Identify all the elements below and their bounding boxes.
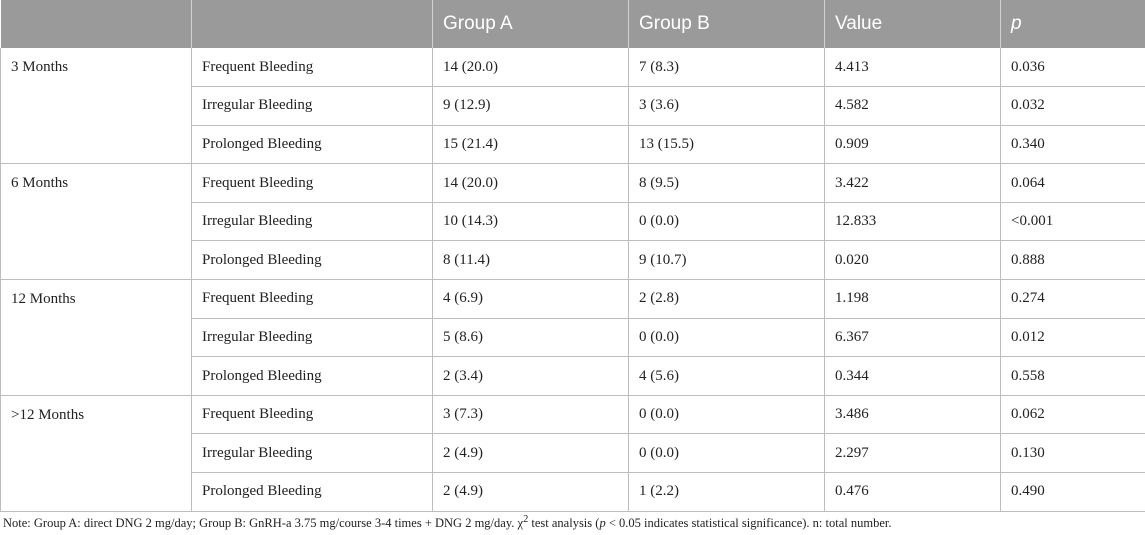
group-a-cell: 5 (8.6) bbox=[432, 318, 629, 358]
group-a-cell: 8 (11.4) bbox=[432, 240, 629, 281]
outcome-cell: Prolonged Bleeding bbox=[191, 356, 433, 396]
p-cell: <0.001 bbox=[1000, 202, 1145, 242]
value-cell: 12.833 bbox=[824, 202, 1001, 242]
p-cell: 0.888 bbox=[1000, 240, 1145, 281]
group-b-cell: 0 (0.0) bbox=[628, 395, 825, 435]
note-text-3: < 0.05 indicates statistical significanc… bbox=[605, 516, 892, 531]
p-cell: 0.064 bbox=[1000, 163, 1145, 203]
value-cell: 4.582 bbox=[824, 86, 1001, 126]
value-cell: 1.198 bbox=[824, 279, 1001, 319]
outcome-cell: Irregular Bleeding bbox=[191, 433, 433, 474]
table-row: Prolonged Bleeding 8 (11.4) 9 (10.7) 0.0… bbox=[1, 240, 1145, 281]
group-b-cell: 4 (5.6) bbox=[628, 356, 825, 396]
outcome-cell: Frequent Bleeding bbox=[191, 279, 433, 319]
table-row: Irregular Bleeding 2 (4.9) 0 (0.0) 2.297… bbox=[1, 433, 1145, 474]
table-row: Prolonged Bleeding 15 (21.4) 13 (15.5) 0… bbox=[1, 125, 1145, 165]
table-row: Irregular Bleeding 10 (14.3) 0 (0.0) 12.… bbox=[1, 202, 1145, 242]
group-b-cell: 3 (3.6) bbox=[628, 86, 825, 126]
p-cell: 0.012 bbox=[1000, 318, 1145, 358]
outcome-cell: Frequent Bleeding bbox=[191, 163, 433, 203]
p-cell: 0.490 bbox=[1000, 472, 1145, 512]
header-group-b: Group B bbox=[628, 0, 825, 48]
p-cell: 0.036 bbox=[1000, 48, 1145, 88]
table-row: Prolonged Bleeding 2 (4.9) 1 (2.2) 0.476… bbox=[1, 472, 1145, 512]
value-cell: 2.297 bbox=[824, 433, 1001, 474]
group-b-cell: 1 (2.2) bbox=[628, 472, 825, 512]
note-text-1: Note: Group A: direct DNG 2 mg/day; Grou… bbox=[3, 516, 524, 531]
group-a-cell: 10 (14.3) bbox=[432, 202, 629, 242]
table-row: Prolonged Bleeding 2 (3.4) 4 (5.6) 0.344… bbox=[1, 356, 1145, 396]
table-row: >12 Months Frequent Bleeding 3 (7.3) 0 (… bbox=[0, 395, 1145, 512]
table-row: 12 Months Frequent Bleeding 4 (6.9) 2 (2… bbox=[0, 279, 1145, 396]
outcome-cell: Irregular Bleeding bbox=[191, 318, 433, 358]
header-p: p bbox=[1000, 0, 1145, 48]
group-b-cell: 0 (0.0) bbox=[628, 202, 825, 242]
header-value: Value bbox=[824, 0, 1001, 48]
table-footnote: Note: Group A: direct DNG 2 mg/day; Grou… bbox=[3, 514, 892, 531]
outcome-cell: Prolonged Bleeding bbox=[191, 125, 433, 165]
group-b-cell: 13 (15.5) bbox=[628, 125, 825, 165]
period-cell: >12 Months bbox=[0, 395, 192, 512]
value-cell: 0.476 bbox=[824, 472, 1001, 512]
note-superscript: 2 bbox=[523, 514, 529, 525]
header-group-a: Group A bbox=[432, 0, 629, 48]
table-header-row: Group A Group B Value p bbox=[0, 0, 1145, 48]
group-a-cell: 2 (4.9) bbox=[432, 433, 629, 474]
group-b-cell: 8 (9.5) bbox=[628, 163, 825, 203]
value-cell: 0.909 bbox=[824, 125, 1001, 165]
p-cell: 0.130 bbox=[1000, 433, 1145, 474]
note-p-italic: p bbox=[599, 516, 606, 531]
outcome-cell: Irregular Bleeding bbox=[191, 86, 433, 126]
note-text-2: test analysis ( bbox=[528, 516, 600, 531]
table-row: 6 Months Frequent Bleeding 14 (20.0) 8 (… bbox=[0, 163, 1145, 281]
table-row: 3 Months Frequent Bleeding 14 (20.0) 7 (… bbox=[0, 48, 1145, 165]
group-b-cell: 2 (2.8) bbox=[628, 279, 825, 319]
group-a-cell: 14 (20.0) bbox=[432, 163, 629, 203]
header-outcome bbox=[191, 0, 433, 48]
p-cell: 0.558 bbox=[1000, 356, 1145, 396]
p-cell: 0.274 bbox=[1000, 279, 1145, 319]
group-b-cell: 0 (0.0) bbox=[628, 318, 825, 358]
group-a-cell: 3 (7.3) bbox=[432, 395, 629, 435]
group-b-cell: 0 (0.0) bbox=[628, 433, 825, 474]
value-cell: 4.413 bbox=[824, 48, 1001, 88]
value-cell: 0.020 bbox=[824, 240, 1001, 281]
period-cell: 3 Months bbox=[0, 48, 192, 165]
p-cell: 0.062 bbox=[1000, 395, 1145, 435]
outcome-cell: Frequent Bleeding bbox=[191, 395, 433, 435]
group-a-cell: 4 (6.9) bbox=[432, 279, 629, 319]
value-cell: 6.367 bbox=[824, 318, 1001, 358]
p-cell: 0.340 bbox=[1000, 125, 1145, 165]
header-period bbox=[0, 0, 192, 48]
outcome-cell: Prolonged Bleeding bbox=[191, 472, 433, 512]
group-b-cell: 9 (10.7) bbox=[628, 240, 825, 281]
group-a-cell: 14 (20.0) bbox=[432, 48, 629, 88]
period-cell: 6 Months bbox=[0, 163, 192, 281]
group-a-cell: 2 (3.4) bbox=[432, 356, 629, 396]
outcome-cell: Irregular Bleeding bbox=[191, 202, 433, 242]
value-cell: 3.486 bbox=[824, 395, 1001, 435]
group-a-cell: 2 (4.9) bbox=[432, 472, 629, 512]
group-b-cell: 7 (8.3) bbox=[628, 48, 825, 88]
bleeding-outcomes-table: Group A Group B Value p 3 Months Frequen… bbox=[0, 0, 1145, 512]
table-row: Irregular Bleeding 5 (8.6) 0 (0.0) 6.367… bbox=[1, 318, 1145, 358]
table-row: Irregular Bleeding 9 (12.9) 3 (3.6) 4.58… bbox=[1, 86, 1145, 126]
group-a-cell: 9 (12.9) bbox=[432, 86, 629, 126]
outcome-cell: Frequent Bleeding bbox=[191, 48, 433, 88]
value-cell: 3.422 bbox=[824, 163, 1001, 203]
p-cell: 0.032 bbox=[1000, 86, 1145, 126]
outcome-cell: Prolonged Bleeding bbox=[191, 240, 433, 281]
value-cell: 0.344 bbox=[824, 356, 1001, 396]
group-a-cell: 15 (21.4) bbox=[432, 125, 629, 165]
period-cell: 12 Months bbox=[0, 279, 192, 396]
